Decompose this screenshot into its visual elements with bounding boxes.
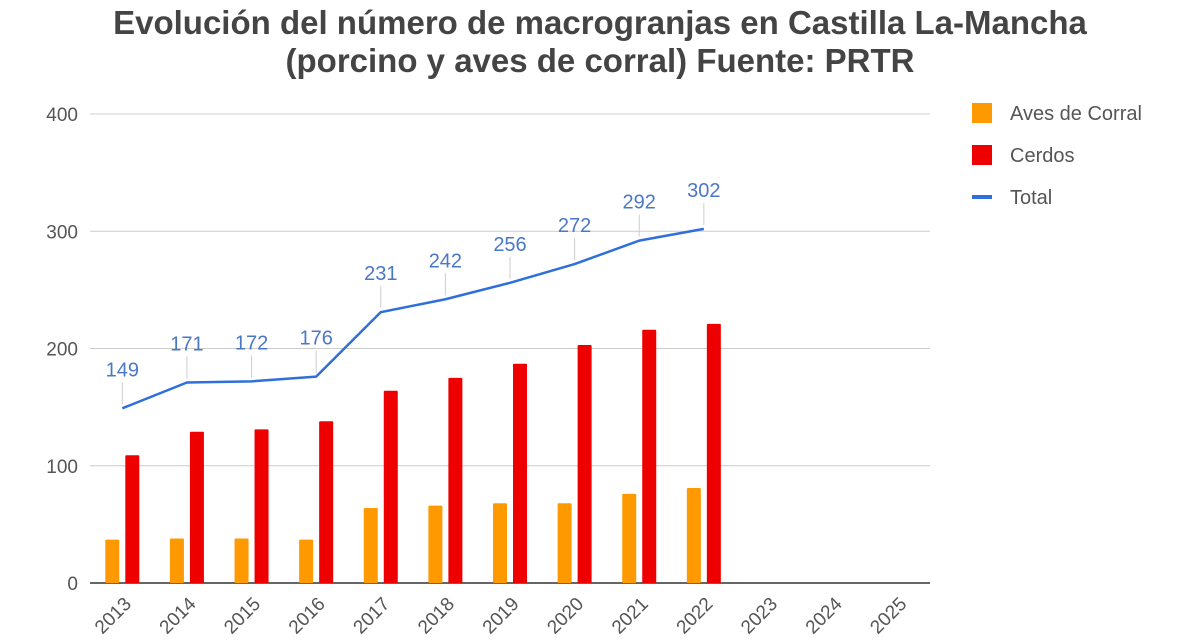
x-tick-label: 2015 [220,594,265,639]
y-tick-label: 100 [46,457,78,478]
data-label-2013: 149 [106,359,139,381]
bar-aves-de-corral-2013 [105,539,120,583]
x-tick-label: 2023 [737,594,782,639]
chart-title-line-1: Evolución del número de macrogranjas en … [113,4,1087,41]
data-label-2020: 272 [558,215,591,237]
y-tick-label: 200 [46,340,78,361]
bar-cerdos-2020 [577,344,592,583]
x-tick-label: 2020 [543,594,588,639]
legend-swatch-cerdos [972,145,992,165]
x-tick-label: 2022 [673,594,718,639]
bar-cerdos-2013 [125,455,140,583]
data-label-2018: 242 [429,250,462,272]
bar-aves-de-corral-2015 [234,538,249,583]
data-label-2014: 171 [170,334,203,356]
legend-label-aves-de-corral: Aves de Corral [1010,103,1142,125]
data-label-2021: 292 [623,192,656,214]
x-tick-label: 2013 [91,594,136,639]
data-label-2019: 256 [493,234,526,256]
x-tick-label: 2014 [156,593,201,638]
x-tick-label: 2024 [802,593,847,638]
data-label-2015: 172 [235,332,268,354]
x-tick-label: 2021 [608,594,653,639]
bars [105,323,721,583]
bar-aves-de-corral-2017 [363,507,378,583]
data-labels: 149 171 172 176 231 242 256 272 292 302 [106,180,721,405]
bar-aves-de-corral-2021 [622,493,637,583]
x-tick-label: 2025 [866,594,911,639]
bar-cerdos-2019 [513,363,527,583]
bar-cerdos-2017 [383,390,398,583]
legend-label-total: Total [1010,187,1052,209]
bar-cerdos-2014 [189,431,204,583]
bar-cerdos-2016 [319,421,334,583]
legend-swatch-aves-de-corral [972,103,992,123]
y-tick-label: 400 [46,105,78,126]
bar-aves-de-corral-2020 [557,503,572,583]
bar-aves-de-corral-2019 [493,503,507,583]
total-line-layer [121,227,705,410]
bar-aves-de-corral-2016 [299,539,314,583]
bar-cerdos-2015 [254,429,269,583]
bar-cerdos-2018 [448,377,463,583]
bar-aves-de-corral-2018 [428,505,443,583]
bar-aves-de-corral-2014 [169,538,184,583]
x-tick-label: 2016 [285,594,330,639]
chart-title: Evolución del número de macrogranjas en … [0,4,1200,80]
x-axis-ticks: 2013 2014 2015 2016 2017 2018 2019 2020 2021 2022… [91,593,911,638]
y-tick-label: 0 [67,574,78,595]
data-label-2016: 176 [299,328,332,350]
legend: Aves de Corral Cerdos Total [972,103,1142,209]
bar-cerdos-2021 [642,329,657,583]
bar-aves-de-corral-2022 [686,488,701,583]
bar-cerdos-2022 [706,323,721,583]
data-label-2017: 231 [364,263,397,285]
grid-lines [90,113,930,584]
chart-title-line-2: (porcino y aves de corral) Fuente: PRTR [285,42,915,79]
data-label-2022: 302 [687,180,720,202]
total-line [121,227,705,410]
legend-label-cerdos: Cerdos [1010,145,1074,167]
x-tick-label: 2017 [350,594,395,639]
x-tick-label: 2019 [479,594,524,639]
x-tick-label: 2018 [414,594,459,639]
y-tick-label: 300 [46,222,78,243]
y-axis-ticks: 0 100 200 300 400 [46,105,78,595]
